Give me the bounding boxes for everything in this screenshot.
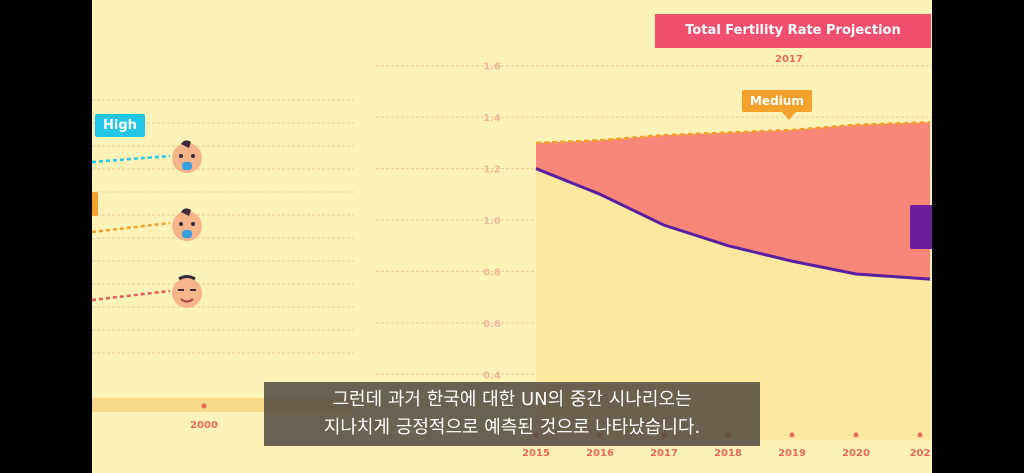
x-tick-label: 2019: [778, 448, 806, 459]
x-axis-dot: [789, 432, 795, 438]
video-caption: 그런데 과거 한국에 대한 UN의 중간 시나리오는 지나치게 긍정적으로 예측…: [264, 382, 760, 446]
legend-actual-tag: [910, 205, 932, 249]
past-area: [536, 168, 930, 441]
caption-line-2: 지나치게 긍정적으로 예측된 것으로 나타났습니다.: [323, 417, 701, 438]
y-tick-label: 0.4: [483, 370, 501, 381]
left-scenario-line: [92, 221, 171, 234]
y-tick-label: 1.2: [483, 165, 501, 176]
baby-face-icon: [172, 275, 202, 308]
legend-high-tag: High: [95, 114, 145, 137]
baby-face-icon: [172, 140, 202, 173]
series-line-medium: [535, 121, 931, 145]
x-axis-dot: [917, 432, 923, 438]
left-axis-dot: [201, 403, 207, 409]
chart-subtitle: 2017: [775, 54, 803, 65]
y-tick-label: 1.4: [483, 113, 501, 124]
y-tick-label: 1.6: [483, 62, 501, 73]
caption-line-1: 그런데 과거 한국에 대한 UN의 중간 시나리오는: [332, 389, 692, 410]
x-tick-label: 2017: [650, 448, 678, 459]
left-scenario-line: [92, 154, 171, 164]
legend-medium-tag: Medium: [742, 90, 812, 120]
x-tick-label: 2020: [842, 448, 870, 459]
x-axis-dot: [853, 432, 859, 438]
left-scenario-line: [92, 289, 171, 302]
x-tick-label: 2018: [714, 448, 742, 459]
legend-medium-tag-left: [92, 192, 98, 216]
y-tick-label: 0.6: [483, 319, 501, 330]
fertility-chart: 2000 1.6 1.4 1.2 1.0 0.8 0.6 0.4 2015 2016 2017 201…: [92, 62, 932, 459]
y-tick-label: 1.0: [483, 216, 501, 227]
x-tick-label: 202: [910, 448, 931, 459]
baby-face-icon: [172, 208, 202, 241]
x-tick-label: 2015: [522, 448, 550, 459]
gap-area: [536, 122, 930, 280]
left-x-label: 2000: [190, 420, 218, 431]
chart-title: Total Fertility Rate Projection: [655, 14, 931, 48]
series-line-actual: [535, 167, 931, 281]
y-tick-label: 0.8: [483, 267, 501, 278]
x-tick-label: 2016: [586, 448, 614, 459]
